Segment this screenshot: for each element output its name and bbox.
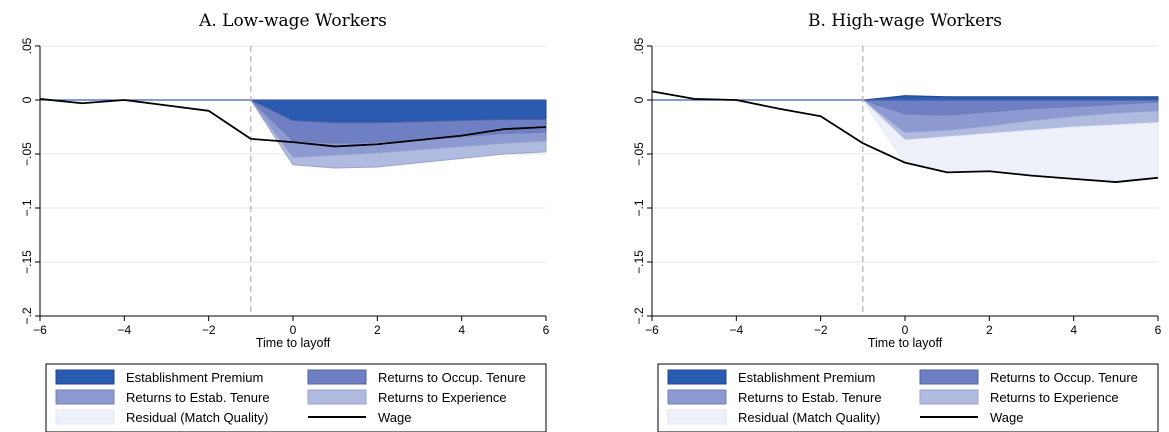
wage-line — [39, 98, 547, 148]
legend-label: Returns to Occup. Tenure — [990, 370, 1138, 385]
legend-key — [55, 389, 115, 405]
x-tick-label: −2 — [814, 323, 828, 337]
y-tick-label: .05 — [632, 37, 646, 54]
legend-box — [45, 363, 547, 432]
x-axis-title: Time to layoff — [256, 336, 331, 350]
legend-item: Returns to Occup. Tenure — [307, 369, 526, 385]
legend-label: Residual (Match Quality) — [738, 410, 880, 425]
y-tick-label: −.05 — [20, 142, 34, 166]
panel-2: B. High-wage Workers .05 0 −.05 −.1 −.15 −.2−6… — [632, 11, 1162, 432]
y-tick-label: −.15 — [20, 250, 34, 274]
legend-key — [667, 389, 727, 405]
y-tick-label: −.2 — [20, 307, 34, 324]
y-tick-label: −.05 — [632, 142, 646, 166]
x-tick-label: −4 — [729, 323, 743, 337]
x-tick-label: −2 — [202, 323, 216, 337]
legend-item: Returns to Occup. Tenure — [919, 369, 1138, 385]
x-tick-label: 2 — [986, 323, 993, 337]
legend-label: Residual (Match Quality) — [126, 410, 268, 425]
legend-label: Returns to Occup. Tenure — [378, 370, 526, 385]
y-tick-label: −.15 — [632, 250, 646, 274]
legend: Establishment Premium Returns to Occup. T… — [657, 363, 1159, 432]
wage-line — [651, 90, 1159, 183]
panel-1: A. Low-wage Workers .05 0 −.05 −.1 −.15 −.2−6 −… — [20, 11, 550, 432]
legend-label: Returns to Estab. Tenure — [738, 390, 882, 405]
x-tick-label: 6 — [543, 323, 550, 337]
legend-key — [55, 409, 115, 425]
legend-item: Returns to Estab. Tenure — [55, 389, 270, 405]
legend-item: Establishment Premium — [55, 369, 263, 385]
legend-item: Returns to Experience — [307, 389, 507, 405]
legend-label: Returns to Experience — [378, 390, 507, 405]
y-tick-label: −.1 — [20, 199, 34, 216]
x-tick-label: −6 — [645, 323, 659, 337]
y-tick-label: 0 — [632, 96, 646, 103]
legend-key — [919, 369, 979, 385]
x-tick-label: 0 — [290, 323, 297, 337]
legend-item: Establishment Premium — [667, 369, 875, 385]
chart-title: A. Low-wage Workers — [198, 11, 387, 31]
y-tick-label: −.1 — [632, 199, 646, 216]
legend-label: Wage — [378, 410, 411, 425]
legend-label: Returns to Estab. Tenure — [126, 390, 270, 405]
x-tick-label: 6 — [1155, 323, 1162, 337]
y-tick-label: 0 — [20, 96, 34, 103]
x-tick-label: −4 — [117, 323, 131, 337]
x-tick-label: 4 — [458, 323, 465, 337]
legend-label: Wage — [990, 410, 1023, 425]
legend-item: Wage — [308, 410, 411, 425]
legend-label: Establishment Premium — [738, 370, 875, 385]
legend-item: Returns to Estab. Tenure — [667, 389, 882, 405]
x-tick-label: 4 — [1070, 323, 1077, 337]
chart-title: B. High-wage Workers — [808, 11, 1002, 31]
legend: Establishment Premium Returns to Occup. T… — [45, 363, 547, 432]
legend-key — [55, 369, 115, 385]
legend-item: Residual (Match Quality) — [55, 409, 268, 425]
legend-key — [307, 369, 367, 385]
legend-label: Establishment Premium — [126, 370, 263, 385]
legend-key — [307, 389, 367, 405]
legend-key — [667, 369, 727, 385]
x-tick-label: 2 — [374, 323, 381, 337]
x-axis-title: Time to layoff — [868, 336, 943, 350]
legend-item: Residual (Match Quality) — [667, 409, 880, 425]
legend-key — [919, 389, 979, 405]
legend-item: Returns to Experience — [919, 389, 1119, 405]
y-tick-label: .05 — [20, 37, 34, 54]
area-returns-to-experience — [250, 99, 547, 169]
legend-key — [667, 409, 727, 425]
legend-box — [657, 363, 1159, 432]
x-tick-label: 0 — [902, 323, 909, 337]
y-tick-label: −.2 — [632, 307, 646, 324]
x-tick-label: −6 — [33, 323, 47, 337]
legend-label: Returns to Experience — [990, 390, 1119, 405]
legend-item: Wage — [920, 410, 1023, 425]
